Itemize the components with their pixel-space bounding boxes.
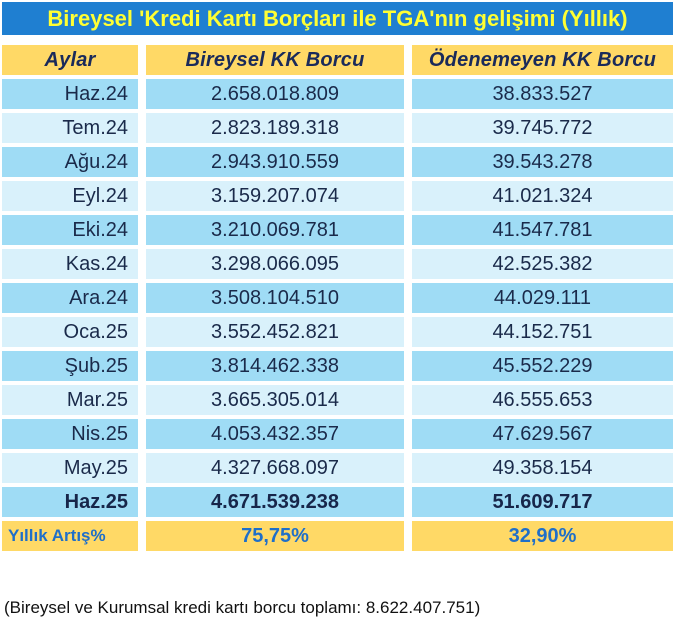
card-debt-cell: 4.053.432.357 <box>146 419 404 449</box>
footnote: (Bireysel ve Kurumsal kredi kartı borcu … <box>4 598 481 617</box>
month-cell: Mar.25 <box>2 385 138 415</box>
month-cell: May.25 <box>2 453 138 483</box>
card-debt-cell: 2.658.018.809 <box>146 79 404 109</box>
unpaid-debt-cell: 47.629.567 <box>412 419 673 449</box>
card-debt-cell: 2.823.189.318 <box>146 113 404 143</box>
month-cell: Ara.24 <box>2 283 138 313</box>
unpaid-debt-cell: 39.543.278 <box>412 147 673 177</box>
card-debt-cell: 3.665.305.014 <box>146 385 404 415</box>
unpaid-debt-cell: 44.152.751 <box>412 317 673 347</box>
month-cell: Nis.25 <box>2 419 138 449</box>
month-cell: Eyl.24 <box>2 181 138 211</box>
card-debt-cell: 4.671.539.238 <box>146 487 404 517</box>
month-cell: Haz.25 <box>2 487 138 517</box>
header-card-debt: Bireysel KK Borcu <box>146 45 404 75</box>
month-cell: Haz.24 <box>2 79 138 109</box>
month-cell: Oca.25 <box>2 317 138 347</box>
card-debt-cell: 3.298.066.095 <box>146 249 404 279</box>
month-cell: Tem.24 <box>2 113 138 143</box>
unpaid-debt-cell: 45.552.229 <box>412 351 673 381</box>
month-cell: Eki.24 <box>2 215 138 245</box>
header-months: Aylar <box>2 45 138 75</box>
header-unpaid-debt: Ödenemeyen KK Borcu <box>412 45 673 75</box>
card-debt-cell: 2.943.910.559 <box>146 147 404 177</box>
unpaid-debt-cell: 41.021.324 <box>412 181 673 211</box>
month-cell: Şub.25 <box>2 351 138 381</box>
card-debt-cell: 3.508.104.510 <box>146 283 404 313</box>
card-debt-cell: 4.327.668.097 <box>146 453 404 483</box>
unpaid-debt-cell: 51.609.717 <box>412 487 673 517</box>
card-debt-cell: 3.210.069.781 <box>146 215 404 245</box>
card-debt-cell: 3.159.207.074 <box>146 181 404 211</box>
unpaid-debt-cell: 39.745.772 <box>412 113 673 143</box>
table-title: Bireysel 'Kredi Kartı Borçları ile TGA'n… <box>2 2 673 35</box>
unpaid-debt-cell: 38.833.527 <box>412 79 673 109</box>
unpaid-debt-cell: 44.029.111 <box>412 283 673 313</box>
unpaid-debt-cell: 49.358.154 <box>412 453 673 483</box>
month-cell: Kas.24 <box>2 249 138 279</box>
footer-unpaid-debt-growth: 32,90% <box>412 521 673 551</box>
footer-label: Yıllık Artış% <box>2 521 138 551</box>
card-debt-cell: 3.552.452.821 <box>146 317 404 347</box>
unpaid-debt-cell: 42.525.382 <box>412 249 673 279</box>
month-cell: Ağu.24 <box>2 147 138 177</box>
unpaid-debt-cell: 41.547.781 <box>412 215 673 245</box>
debt-table: Aylar Bireysel KK Borcu Ödenemeyen KK Bo… <box>2 45 673 551</box>
card-debt-cell: 3.814.462.338 <box>146 351 404 381</box>
footer-card-debt-growth: 75,75% <box>146 521 404 551</box>
unpaid-debt-cell: 46.555.653 <box>412 385 673 415</box>
